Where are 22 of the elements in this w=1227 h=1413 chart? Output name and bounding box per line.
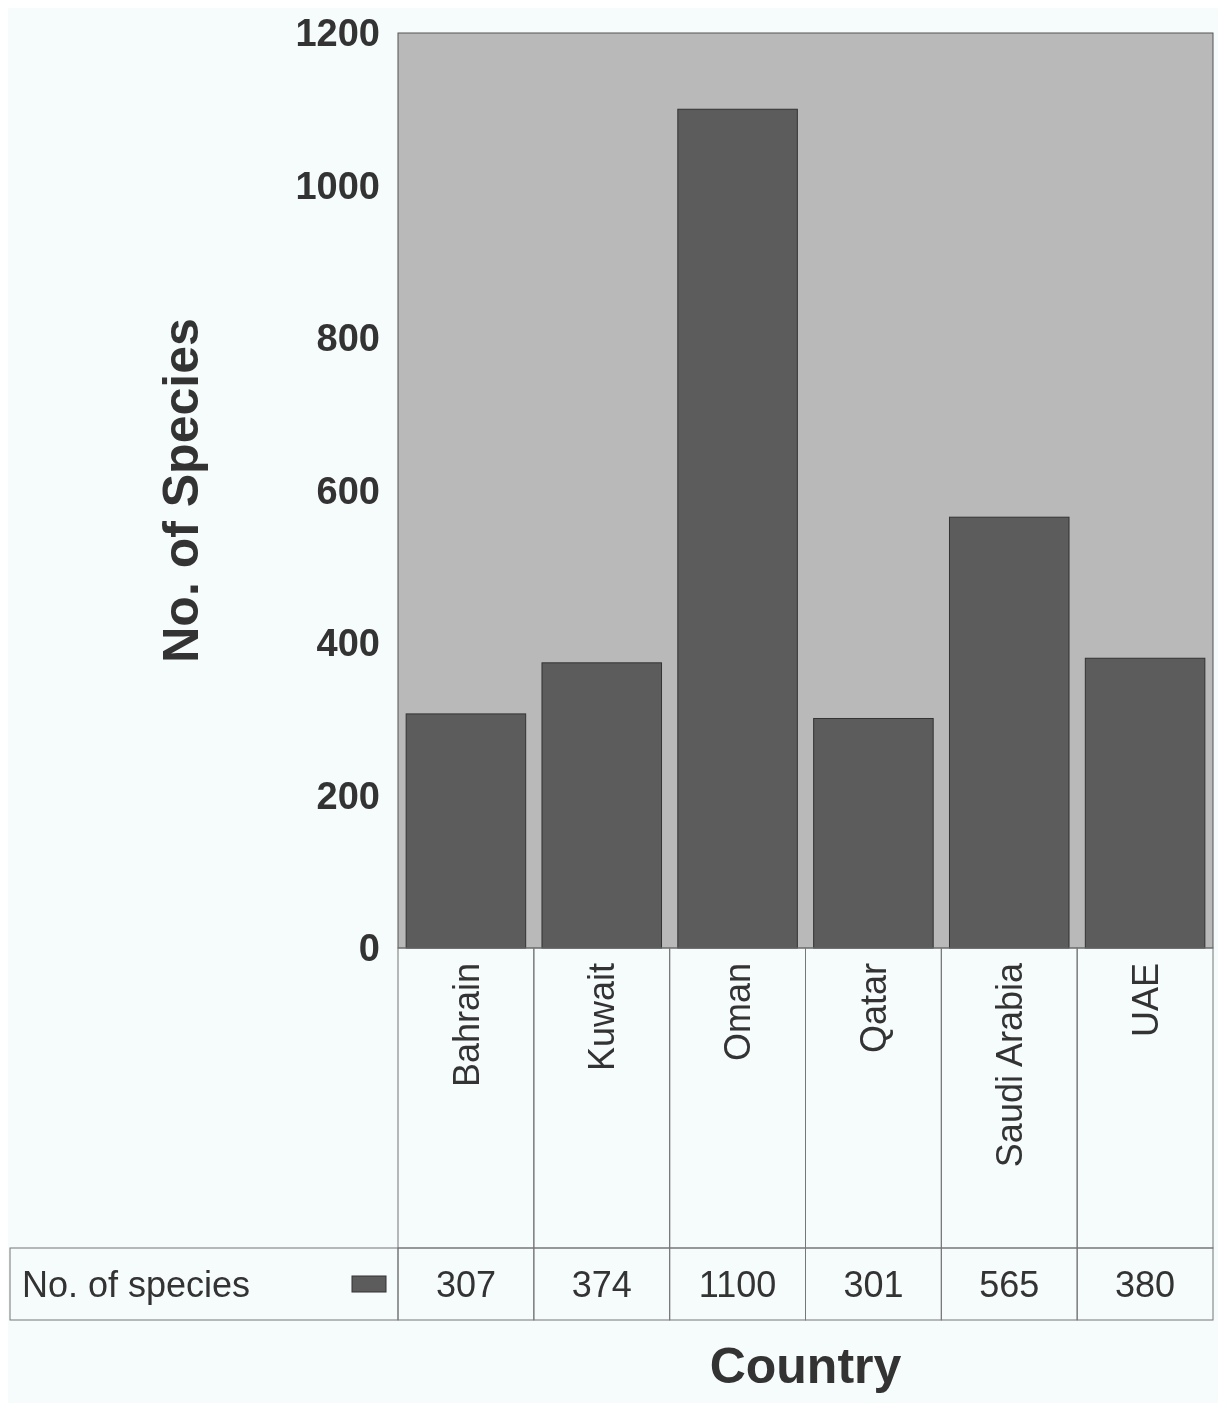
text: No. of species bbox=[22, 1263, 251, 1305]
y-tick-label: 200 bbox=[316, 774, 380, 817]
y-tick-label: 1200 bbox=[295, 12, 380, 55]
x-axis-title: Country bbox=[709, 1338, 902, 1394]
x-tick-label: Qatar bbox=[853, 963, 895, 1054]
data-label: 301 bbox=[843, 1263, 904, 1305]
y-axis-title: No. of Species bbox=[153, 318, 209, 663]
x-tick-label: Kuwait bbox=[581, 963, 623, 1072]
y-tick-label: 0 bbox=[358, 927, 380, 970]
y-tick-label: 800 bbox=[316, 317, 380, 360]
data-label: 380 bbox=[1115, 1263, 1176, 1305]
data-label: 307 bbox=[435, 1263, 496, 1305]
x-tick-label: Bahrain bbox=[445, 963, 487, 1088]
data-label: 374 bbox=[571, 1263, 632, 1305]
data-label: 1100 bbox=[698, 1263, 777, 1305]
y-tick-label: 1000 bbox=[295, 164, 380, 207]
x-tick-label: Oman bbox=[717, 963, 759, 1062]
x-tick-label: UAE bbox=[1124, 963, 1166, 1038]
data-label: 565 bbox=[979, 1263, 1040, 1305]
y-tick-label: 600 bbox=[316, 469, 380, 512]
x-tick-label: Saudi Arabia bbox=[988, 962, 1030, 1168]
y-tick-label: 400 bbox=[316, 622, 380, 665]
